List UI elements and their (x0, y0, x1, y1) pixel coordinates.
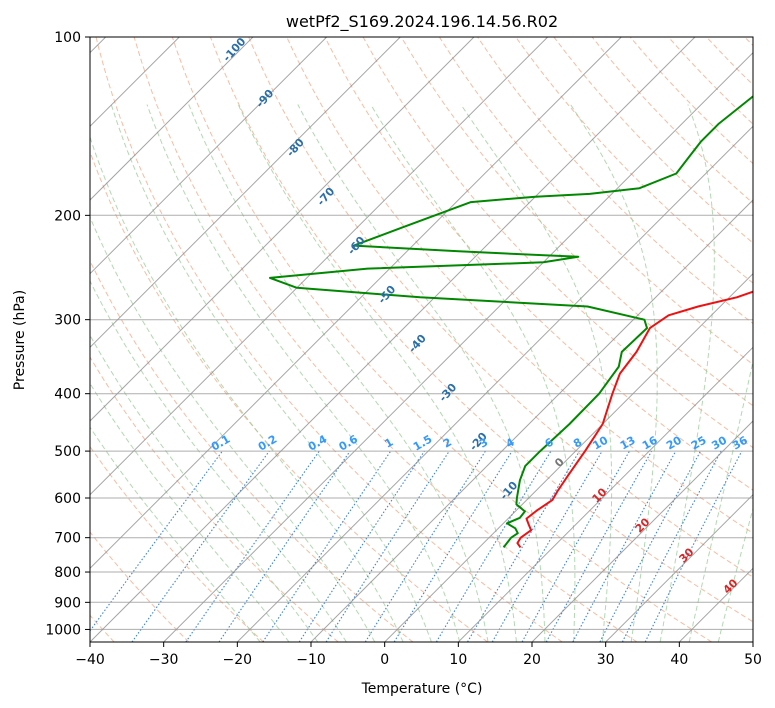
dry-adiabat-line (477, 37, 753, 325)
moist-adiabat-line (90, 279, 347, 642)
dewpoint-profile-line (269, 95, 753, 549)
isotherm-line (90, 37, 328, 275)
y-tick-label: 400 (54, 387, 81, 403)
mixing-ratio-line (90, 450, 223, 632)
dry-adiabat-line (400, 37, 753, 407)
grid-lines (90, 37, 753, 642)
y-tick-label: 700 (54, 531, 81, 547)
moist-adiabat-line (90, 135, 404, 642)
dry-adiabat-line (248, 37, 753, 578)
isotherm-line (605, 493, 753, 642)
moist-adiabat-line (110, 104, 432, 642)
y-tick-label: 100 (54, 30, 81, 46)
y-tick-label: 600 (54, 491, 81, 507)
x-axis-label: Temperature (°C) (361, 681, 483, 697)
isotherm-line (384, 272, 753, 642)
isotherm-line (457, 346, 753, 642)
y-axis-label: Pressure (hPa) (12, 290, 28, 390)
isotherm-line (90, 37, 549, 496)
x-tick-label: 40 (670, 652, 688, 668)
dry-adiabat-line (95, 37, 563, 642)
x-axis: −40 −30 −20 −10 0 10 20 30 40 50 (75, 642, 762, 668)
mixing-ratio-line (467, 450, 580, 642)
moist-adiabat-line (146, 104, 461, 642)
dry-adiabat-line (629, 37, 753, 165)
moist-adiabat-line (237, 104, 517, 642)
mixing-ratio-line (644, 450, 743, 642)
moist-adiabat-line (90, 426, 261, 642)
temperature-profile-line (516, 290, 753, 548)
mixing-ratio-line (393, 450, 513, 642)
x-tick-label: −20 (223, 652, 253, 668)
moist-adiabat-line (659, 104, 715, 642)
isotherm-line (90, 37, 401, 349)
moist-adiabat-line (370, 104, 576, 642)
mixing-ratio-line (364, 450, 486, 642)
isotherm-line (531, 420, 753, 642)
profile-lines (269, 95, 753, 549)
dry-adiabat-line (553, 37, 753, 244)
y-tick-label: 900 (54, 595, 81, 611)
x-tick-label: 50 (744, 652, 762, 668)
mixing-ratio-line (572, 450, 677, 642)
y-tick-label: 200 (54, 208, 81, 224)
dry-adiabat-line (90, 259, 414, 642)
y-tick-label: 800 (54, 565, 81, 581)
mixing-ratio-line (435, 450, 552, 642)
isotherm-line (236, 125, 753, 642)
x-tick-label: 10 (449, 652, 467, 668)
mixing-ratio-line (218, 450, 351, 642)
mixing-ratio-line (131, 450, 270, 642)
isotherm-line (90, 37, 622, 570)
y-tick-label: 500 (54, 444, 81, 460)
mixing-ratio-line (599, 450, 701, 642)
dry-adiabat-line (171, 37, 712, 642)
moist-adiabat-line (688, 358, 753, 642)
x-tick-label: −30 (149, 652, 179, 668)
dry-adiabat-line (210, 37, 753, 623)
dry-adiabat-line (90, 356, 339, 642)
isotherm-line (163, 51, 753, 642)
x-tick-label: 0 (380, 652, 389, 668)
y-tick-label: 1000 (45, 622, 81, 638)
x-tick-label: 20 (523, 652, 541, 668)
mixing-ratio-line (521, 450, 630, 642)
plot-frame (89, 36, 754, 643)
chart-title: wetPf2_S169.2024.196.14.56.R02 (286, 12, 558, 32)
dry-adiabat-line (133, 37, 638, 642)
moist-adiabat-line (297, 104, 546, 642)
dry-adiabat-line (362, 37, 753, 449)
dry-adiabat-line (324, 37, 753, 491)
isotherm-line (90, 37, 696, 642)
x-tick-label: −10 (296, 652, 326, 668)
x-tick-label: 30 (597, 652, 615, 668)
dry-adiabat-line (90, 531, 190, 642)
mixing-ratio-line (185, 450, 320, 642)
moist-adiabat-line (570, 104, 658, 642)
moist-adiabat-line (717, 506, 753, 642)
y-axis: 100 200 300 400 500 600 700 800 900 1000 (45, 30, 90, 638)
isotherm-line (90, 37, 475, 422)
mixing-ratio-line (262, 450, 392, 642)
dry-adiabat-line (438, 37, 753, 366)
y-tick-label: 300 (54, 313, 81, 329)
moist-adiabat-line (188, 104, 489, 642)
x-tick-label: −40 (75, 652, 105, 668)
moist-adiabat-line (460, 104, 613, 642)
isotherm-line (90, 37, 254, 201)
isotherm-line (310, 199, 753, 642)
